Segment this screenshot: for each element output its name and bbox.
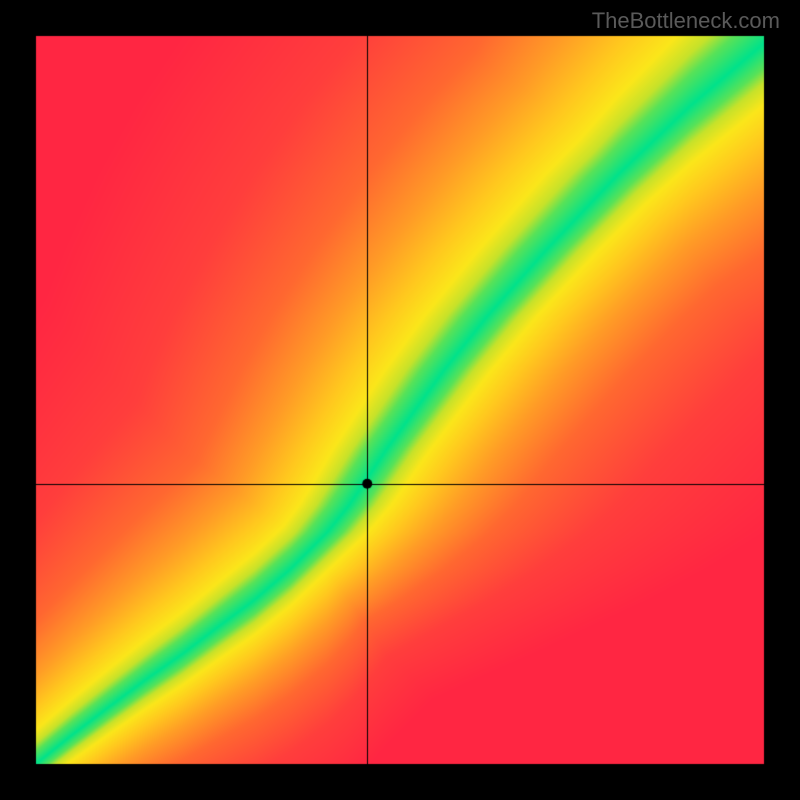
watermark-text: TheBottleneck.com xyxy=(592,8,780,34)
chart-container: { "watermark": { "text": "TheBottleneck.… xyxy=(0,0,800,800)
heatmap-canvas xyxy=(0,0,800,800)
